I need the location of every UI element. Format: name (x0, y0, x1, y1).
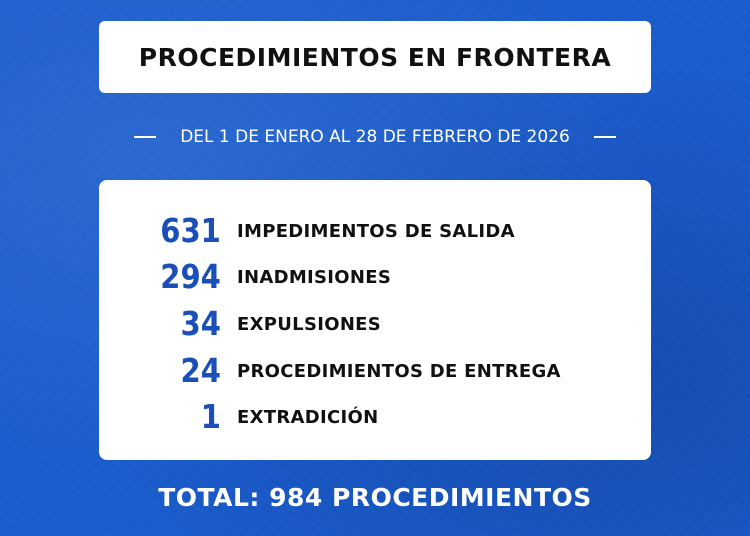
stat-label: INADMISIONES (237, 267, 392, 288)
stat-value: 1 (200, 397, 221, 436)
stat-label: EXPULSIONES (237, 314, 382, 335)
stat-row-expulsiones: 34 EXPULSIONES (99, 301, 651, 347)
stat-row-extradicion: 1 EXTRADICIÓN (99, 394, 651, 440)
stat-value: 631 (160, 211, 221, 250)
right-dash-divider (593, 136, 616, 138)
page-title: PROCEDIMIENTOS EN FRONTERA (138, 42, 612, 72)
stat-row-inadmisiones: 294 INADMISIONES (99, 254, 651, 300)
stat-label: IMPEDIMENTOS DE SALIDA (237, 221, 515, 242)
stat-row-entrega: 24 PROCEDIMIENTOS DE ENTREGA (99, 348, 651, 394)
stat-label: EXTRADICIÓN (237, 407, 379, 428)
stats-card: 631 IMPEDIMENTOS DE SALIDA 294 INADMISIO… (99, 180, 651, 460)
left-dash-divider (134, 136, 157, 138)
date-range: DEL 1 DE ENERO AL 28 DE FEBRERO DE 2026 (180, 127, 570, 147)
total-summary: TOTAL: 984 PROCEDIMIENTOS (158, 483, 592, 512)
stat-label: PROCEDIMIENTOS DE ENTREGA (237, 361, 561, 382)
stat-value: 34 (180, 304, 221, 343)
title-card: PROCEDIMIENTOS EN FRONTERA (99, 21, 651, 93)
date-range-row: DEL 1 DE ENERO AL 28 DE FEBRERO DE 2026 (0, 124, 750, 150)
stat-row-impedimentos: 631 IMPEDIMENTOS DE SALIDA (99, 208, 651, 254)
stat-value: 294 (160, 257, 221, 296)
stat-value: 24 (180, 351, 221, 390)
